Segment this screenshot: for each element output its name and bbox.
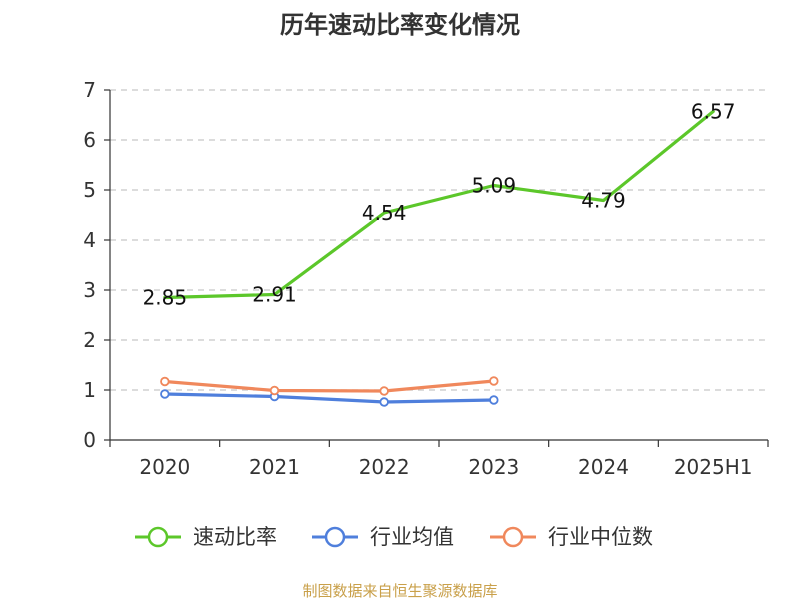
series-point xyxy=(160,389,170,399)
legend-item[interactable]: 行业中位数 xyxy=(490,525,653,549)
chart-title: 历年速动比率变化情况 xyxy=(280,11,520,39)
data-label: 4.54 xyxy=(362,201,407,225)
source-note: 制图数据来自恒生聚源数据库 xyxy=(302,582,497,600)
legend-label: 行业中位数 xyxy=(548,525,653,549)
axes: 0 1 2 3 4 5 6 7 2020 2021 2022 2023 2024 2025H1 xyxy=(83,78,769,479)
series-point xyxy=(160,376,170,387)
series-point xyxy=(489,395,499,405)
legend-swatch-marker xyxy=(324,526,346,548)
y-tick-label: 7 xyxy=(83,78,96,102)
data-label: 2.85 xyxy=(143,286,188,310)
y-tick-label: 2 xyxy=(83,328,96,352)
series-line xyxy=(163,392,496,404)
x-tick-label: 2024 xyxy=(578,455,629,479)
data-label: 2.91 xyxy=(252,283,297,307)
legend[interactable]: 速动比率 行业均值 行业中位数 xyxy=(135,525,653,549)
y-tick-label: 5 xyxy=(83,178,96,202)
y-tick-label: 1 xyxy=(83,378,96,402)
grid-lines xyxy=(110,89,768,391)
y-tick-label: 0 xyxy=(83,428,96,452)
x-tick-label: 2022 xyxy=(359,455,410,479)
legend-item[interactable]: 行业均值 xyxy=(312,525,454,549)
legend-item[interactable]: 速动比率 xyxy=(135,525,277,549)
series-line xyxy=(163,379,496,393)
data-label: 4.79 xyxy=(581,189,626,213)
series-line xyxy=(163,109,715,300)
y-tick-label: 4 xyxy=(83,228,96,252)
data-labels: 2.85 2.91 4.54 5.09 4.79 6.57 xyxy=(143,100,736,310)
legend-swatch-marker xyxy=(502,526,524,548)
legend-label: 行业均值 xyxy=(370,525,454,549)
series-point xyxy=(379,397,389,407)
y-tick-label: 6 xyxy=(83,128,96,152)
series-lines xyxy=(160,109,715,407)
x-tick-label: 2021 xyxy=(249,455,300,479)
data-label: 6.57 xyxy=(691,100,736,124)
series-point xyxy=(489,376,499,386)
y-tick-label: 3 xyxy=(83,278,96,302)
legend-swatch-marker xyxy=(147,526,169,548)
series-point xyxy=(379,386,389,396)
data-label: 5.09 xyxy=(472,174,517,198)
x-tick-label: 2020 xyxy=(139,455,190,479)
x-tick-label: 2025H1 xyxy=(674,455,753,479)
x-tick-label: 2023 xyxy=(468,455,519,479)
legend-label: 速动比率 xyxy=(193,525,277,549)
series-point xyxy=(269,385,280,396)
